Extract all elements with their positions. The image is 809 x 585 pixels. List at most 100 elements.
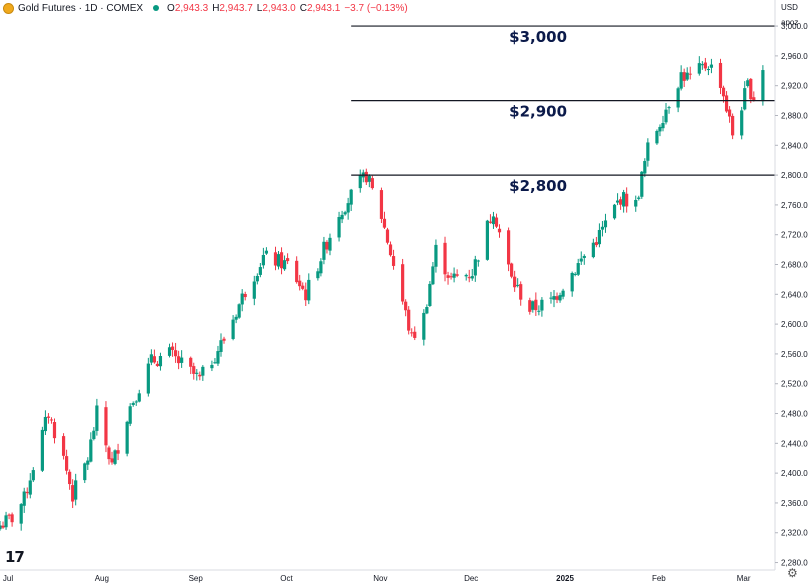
candle-body xyxy=(110,458,114,463)
symbol-title[interactable]: Gold Futures · 1D · COMEX xyxy=(18,2,144,14)
candle-body xyxy=(703,62,707,69)
candle-body xyxy=(761,70,765,102)
chart-header: Gold Futures · 1D · COMEX O 2,943.3 H 2,94… xyxy=(0,0,770,16)
tradingview-logo-icon[interactable]: 17 xyxy=(5,548,25,566)
candle-body xyxy=(513,276,517,288)
y-tick-label: 2,920.0 xyxy=(781,82,808,91)
candle-body xyxy=(506,230,511,265)
candle-body xyxy=(422,312,426,340)
y-tick-label: 2,600.0 xyxy=(781,320,808,329)
candle-body xyxy=(25,491,29,494)
candle-body xyxy=(231,319,235,339)
candle-body xyxy=(255,275,259,282)
candle-body xyxy=(428,283,432,306)
candle-body xyxy=(385,229,390,243)
candle-body xyxy=(697,63,701,74)
candle-body xyxy=(634,199,638,207)
candle-body xyxy=(655,130,659,144)
candle-body xyxy=(210,364,214,369)
y-tick-label: 2,360.0 xyxy=(781,499,808,508)
x-tick-label: 2025 xyxy=(556,574,574,583)
candle-body xyxy=(555,296,559,300)
candle-body xyxy=(192,366,196,374)
candle-body xyxy=(561,290,565,297)
market-status-dot-icon xyxy=(153,5,160,11)
candle-body xyxy=(431,266,435,285)
candle-body xyxy=(746,80,750,86)
candle-body xyxy=(86,460,90,465)
candle-body xyxy=(576,263,580,275)
y-tick-label: 2,560.0 xyxy=(781,350,808,359)
y-tick-label: 2,440.0 xyxy=(781,439,808,448)
candle-body xyxy=(488,221,493,223)
candle-body xyxy=(83,463,87,481)
candle-body xyxy=(1,525,5,528)
candle-body xyxy=(731,115,735,136)
candle-body xyxy=(516,284,520,286)
candle-body xyxy=(258,267,262,275)
candle-body xyxy=(10,514,14,523)
candle-body xyxy=(279,252,284,269)
candle-body xyxy=(158,356,163,367)
candle-body xyxy=(337,217,341,238)
candle-body xyxy=(622,192,626,207)
candle-body xyxy=(401,264,405,302)
candle-body xyxy=(304,289,308,301)
low-value: 2,943.0 xyxy=(262,2,296,14)
candle-body xyxy=(201,366,205,376)
candle-body xyxy=(552,296,556,300)
candle-body xyxy=(71,485,75,502)
candle-body xyxy=(28,480,32,495)
currency-label[interactable]: USD xyxy=(781,3,798,12)
y-tick-label: 2,720.0 xyxy=(781,231,808,240)
candle-body xyxy=(243,293,247,298)
candle-body xyxy=(749,78,753,100)
y-tick-label: 2,520.0 xyxy=(781,380,808,389)
x-tick-label: Sep xyxy=(189,574,204,583)
candle-body xyxy=(131,403,135,405)
candle-body xyxy=(65,456,69,471)
candle-body xyxy=(407,309,411,331)
candle-body xyxy=(528,300,532,312)
candle-body xyxy=(155,363,160,366)
level-label: $2,900 xyxy=(509,103,567,121)
candle-body xyxy=(349,189,353,205)
candle-body xyxy=(46,416,51,418)
candle-body xyxy=(612,204,617,219)
candle-body xyxy=(325,241,329,250)
candles-layer xyxy=(0,56,765,531)
candle-body xyxy=(307,279,311,301)
x-tick-label: Aug xyxy=(95,574,109,583)
candle-body xyxy=(534,299,538,311)
candle-body xyxy=(40,429,44,471)
x-tick-label: Dec xyxy=(464,574,478,583)
candle-body xyxy=(425,307,429,314)
candle-body xyxy=(137,393,141,402)
candle-body xyxy=(476,260,480,262)
candle-body xyxy=(301,285,305,289)
candle-body xyxy=(443,242,447,275)
candle-body xyxy=(95,405,99,431)
candle-body xyxy=(149,354,153,363)
candle-body xyxy=(43,416,48,432)
candle-body xyxy=(173,350,178,357)
x-tick-label: Jul xyxy=(3,574,13,583)
x-tick-label: Nov xyxy=(373,574,387,583)
candle-body xyxy=(709,64,714,68)
y-tick-label: 2,840.0 xyxy=(781,141,808,150)
candle-body xyxy=(298,280,302,287)
axis-mode-label[interactable]: apoz xyxy=(781,18,799,27)
candle-body xyxy=(485,220,490,260)
candle-body xyxy=(700,64,704,66)
candle-body xyxy=(410,332,414,334)
gear-icon[interactable]: ⚙ xyxy=(787,566,798,580)
candle-body xyxy=(549,297,553,299)
y-tick-label: 2,680.0 xyxy=(781,261,808,270)
candle-body xyxy=(679,72,683,89)
candle-body xyxy=(682,72,686,81)
candle-body xyxy=(128,406,132,424)
candle-body xyxy=(558,295,562,301)
candle-body xyxy=(282,260,287,270)
candle-body xyxy=(4,515,8,528)
